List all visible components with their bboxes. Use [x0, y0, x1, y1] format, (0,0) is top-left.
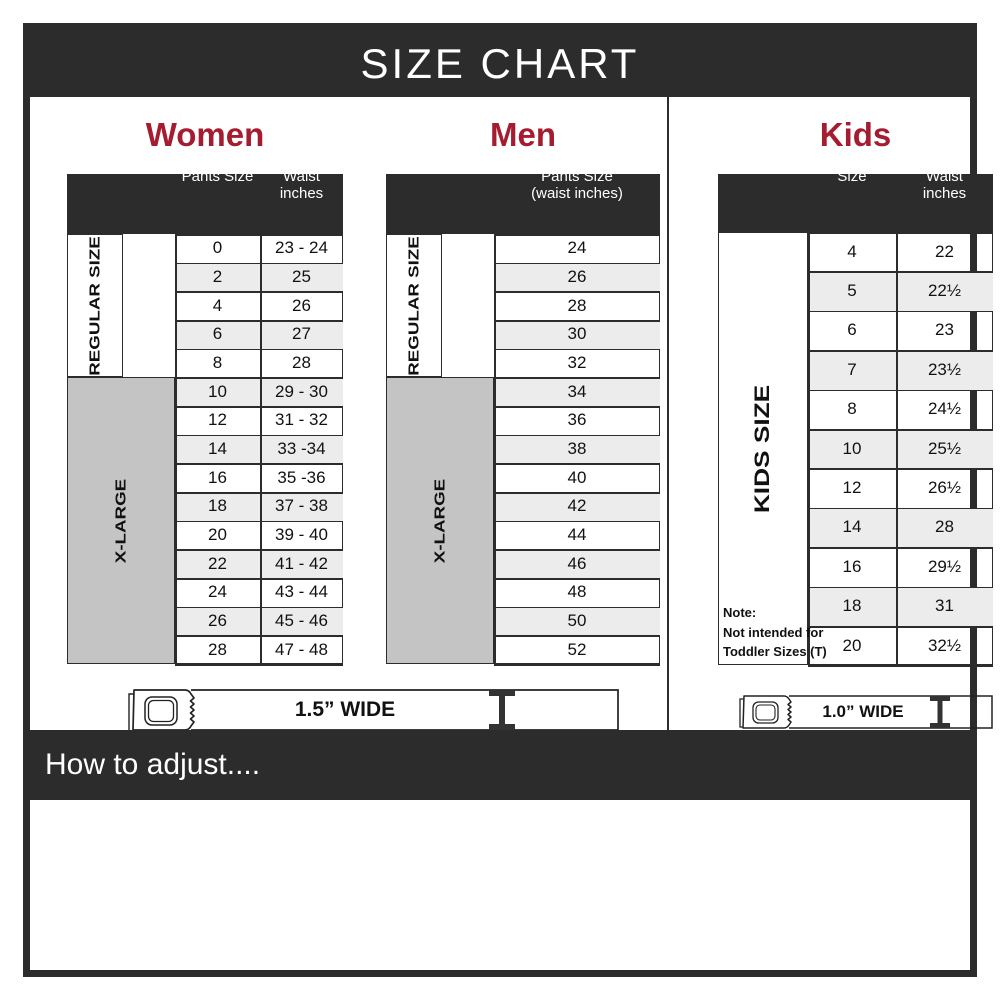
svg-text:1.0” WIDE: 1.0” WIDE [822, 702, 903, 721]
svg-text:1.5” WIDE: 1.5” WIDE [295, 698, 395, 721]
